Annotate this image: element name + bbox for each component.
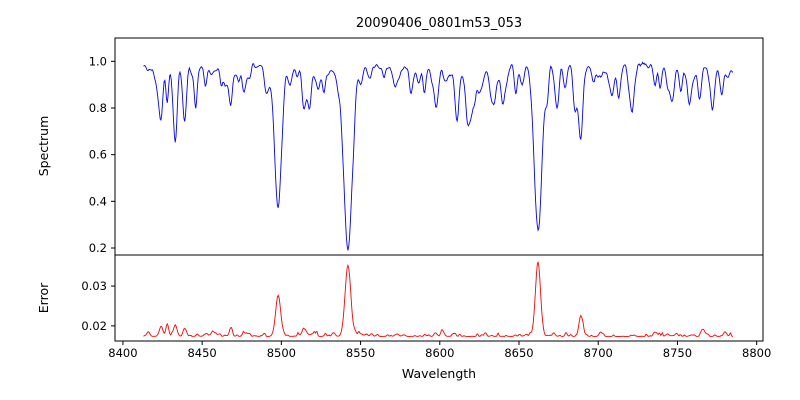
axis-ticks: 8400 8450 8500 8550 8600 8650 8700 8750 8800 0.2 0… [81,54,771,360]
x-tick-label: 8600 [425,346,454,360]
spectrum-line [143,61,734,251]
y-axis-label-error: Error [36,282,51,313]
y-tick-label-spectrum: 0.4 [89,194,107,208]
chart-title: 20090406_0801m53_053 [356,16,522,31]
y-tick-label-error: 0.03 [81,279,107,293]
x-tick-label: 8400 [108,346,137,360]
x-tick-label: 8550 [346,346,375,360]
x-tick-label: 8450 [187,346,216,360]
y-tick-label-spectrum: 1.0 [89,54,107,68]
y-tick-label-spectrum: 0.8 [89,101,107,115]
error-line [143,261,734,338]
x-tick-label: 8650 [504,346,533,360]
x-tick-label: 8500 [267,346,296,360]
x-axis-label: Wavelength [402,366,476,381]
x-tick-label: 8800 [742,346,771,360]
y-tick-label-spectrum: 0.6 [89,148,107,162]
y-tick-label-spectrum: 0.2 [89,241,107,255]
error-panel-border [114,254,764,342]
y-tick-label-error: 0.02 [81,319,107,333]
x-tick-label: 8750 [663,346,692,360]
y-axis-label-spectrum: Spectrum [36,116,51,177]
x-tick-label: 8700 [584,346,613,360]
